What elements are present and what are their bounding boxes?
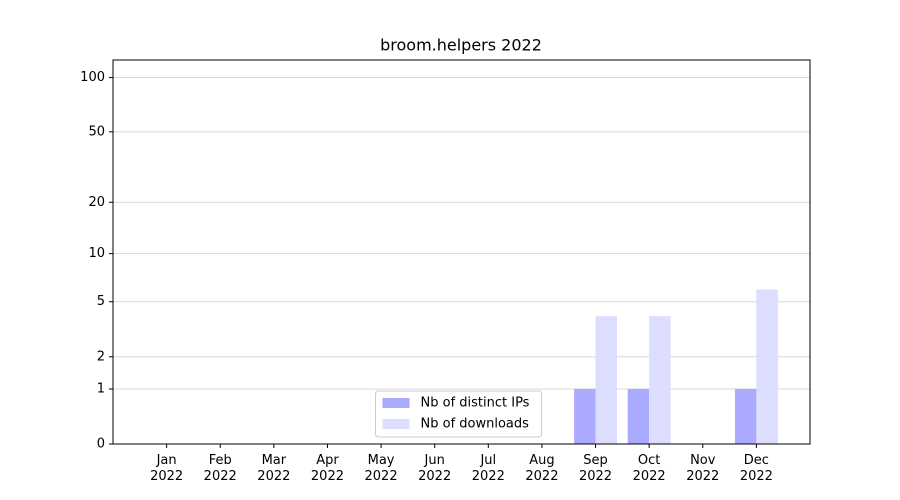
bar	[734, 388, 757, 444]
y-tick-label: 1	[97, 381, 105, 396]
x-tick-label: Sep 2022	[578, 453, 613, 484]
plot-frame	[112, 59, 811, 445]
legend-label: Nb of downloads	[421, 417, 530, 432]
x-tick-label: Jan 2022	[150, 453, 184, 484]
x-tick-label: Jun 2022	[418, 453, 452, 484]
bar	[574, 388, 596, 444]
x-tick-label: Mar 2022	[257, 453, 291, 484]
chart-title: broom.helpers 2022	[380, 36, 542, 55]
y-tick-label: 2	[97, 349, 105, 364]
x-tick-label: Aug 2022	[525, 453, 559, 484]
x-tick-label: Oct 2022	[632, 453, 666, 484]
x-tick-label: Dec 2022	[739, 453, 773, 484]
x-tick-label: Apr 2022	[310, 453, 344, 484]
y-tick-label: 10	[88, 246, 105, 261]
y-tick-label: 50	[88, 124, 105, 139]
x-tick-label: Nov 2022	[686, 453, 720, 484]
x-tick-label: Feb 2022	[203, 453, 237, 484]
legend-swatch	[382, 398, 410, 408]
legend-swatch	[382, 419, 410, 429]
bar	[649, 316, 671, 444]
x-tick-label: May 2022	[364, 453, 398, 484]
x-tick-label: Jul 2022	[471, 453, 505, 484]
y-tick-label: 5	[97, 294, 105, 309]
legend-box	[375, 390, 542, 438]
bar	[595, 316, 617, 444]
legend-label: Nb of distinct IPs	[421, 396, 530, 411]
bar	[756, 289, 778, 444]
y-tick-label: 20	[88, 195, 105, 210]
y-tick-label: 100	[80, 70, 105, 85]
bar	[627, 388, 650, 444]
y-tick-label: 0	[97, 437, 105, 452]
legend: Nb of distinct IPs Nb of downloads	[375, 390, 542, 438]
